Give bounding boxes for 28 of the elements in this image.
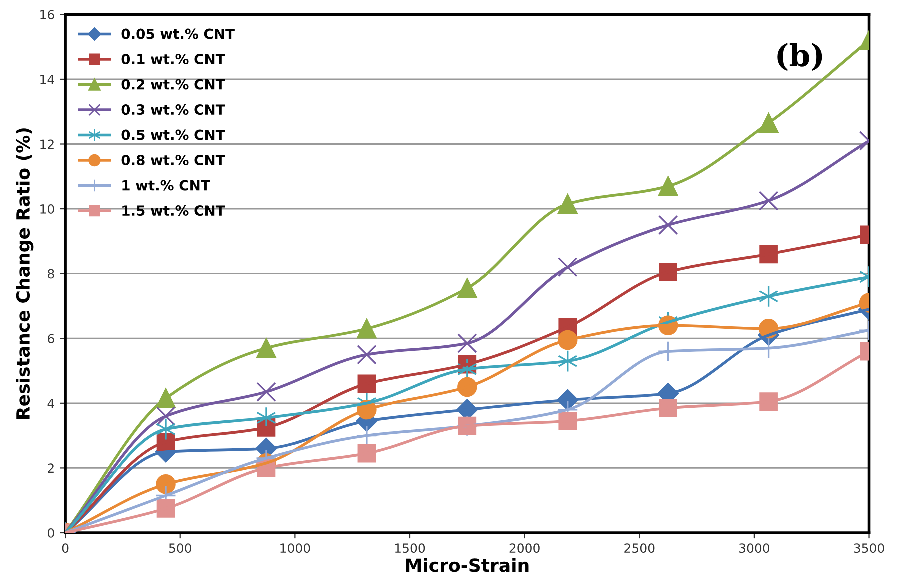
legend-label: 0.1 wt.% CNT bbox=[122, 54, 226, 65]
y-tick-label: 8 bbox=[48, 269, 54, 279]
x-tick-label: 3500 bbox=[854, 544, 884, 554]
y-tick-label: 4 bbox=[48, 399, 54, 408]
y-tick-label: 0 bbox=[48, 528, 54, 538]
x-tick-label: 0 bbox=[62, 544, 69, 554]
annotation: (b) bbox=[778, 43, 822, 72]
legend-label: 0.3 wt.% CNT bbox=[122, 104, 226, 116]
legend-label: 1 wt.% CNT bbox=[122, 180, 210, 191]
x-tick-label: 2500 bbox=[624, 544, 655, 554]
y-tick-label: 16 bbox=[40, 10, 54, 20]
y-tick-label: 14 bbox=[40, 75, 54, 84]
y-tick-label: 12 bbox=[40, 140, 54, 150]
x-tick-label: 500 bbox=[169, 544, 192, 554]
x-tick-label: 1500 bbox=[395, 544, 426, 554]
legend-label: 0.05 wt.% CNT bbox=[122, 28, 235, 40]
legend-label: 1.5 wt.% CNT bbox=[122, 206, 226, 216]
y-tick-label: 2 bbox=[48, 464, 54, 473]
legend-label: 0.8 wt.% CNT bbox=[122, 155, 226, 166]
x-tick-label: 1000 bbox=[280, 544, 310, 554]
y-tick-label: 10 bbox=[40, 204, 54, 214]
legend-label: 0.5 wt.% CNT bbox=[122, 130, 226, 140]
y-axis-title: Resistance Change Ratio (%) bbox=[16, 128, 34, 419]
x-axis-title: Micro-Strain bbox=[406, 558, 529, 572]
x-tick-label: 2000 bbox=[510, 544, 540, 554]
y-tick-label: 6 bbox=[48, 334, 54, 344]
legend-label: 0.2 wt.% CNT bbox=[122, 79, 226, 90]
x-tick-label: 3000 bbox=[739, 544, 770, 554]
